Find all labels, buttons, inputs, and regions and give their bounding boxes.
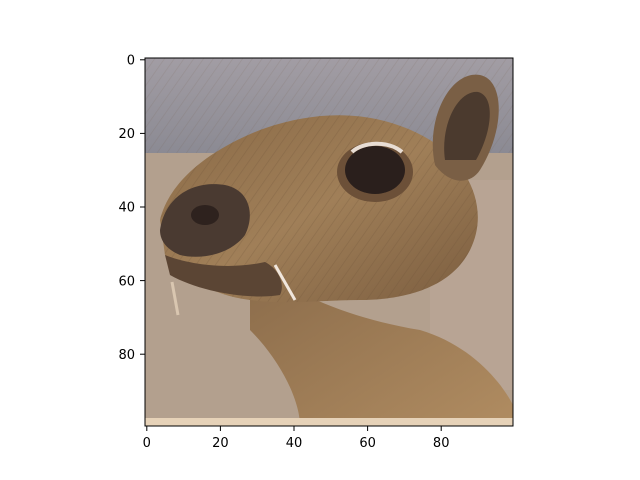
animal-image bbox=[145, 58, 513, 426]
x-tick-label: 40 bbox=[286, 436, 303, 451]
y-tick-label: 0 bbox=[127, 54, 135, 69]
x-tick-label: 20 bbox=[212, 436, 229, 451]
y-axis: 0 20 40 60 80 bbox=[118, 54, 145, 363]
x-axis: 0 20 40 60 80 bbox=[143, 426, 450, 451]
x-tick-label: 80 bbox=[433, 436, 450, 451]
y-tick-label: 20 bbox=[118, 127, 135, 142]
plot-frame bbox=[144, 57, 514, 427]
y-tick-label: 80 bbox=[118, 348, 135, 363]
y-tick-label: 40 bbox=[118, 201, 135, 216]
y-tick-label: 60 bbox=[118, 274, 135, 289]
x-tick-label: 0 bbox=[143, 436, 151, 451]
x-tick-label: 60 bbox=[359, 436, 376, 451]
